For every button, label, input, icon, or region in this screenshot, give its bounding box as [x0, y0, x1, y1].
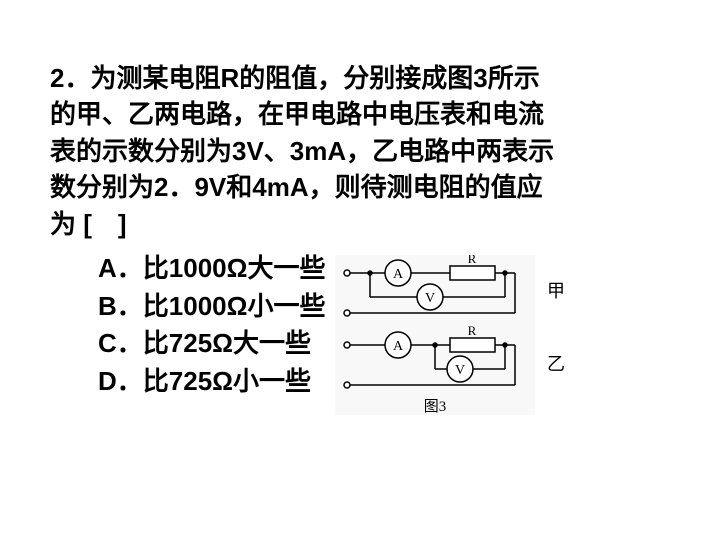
question-text: 2．为测某电阻R的阻值，分别接成图3所示 的甲、乙两电路，在甲电路中电压表和电流…: [50, 60, 680, 242]
options-list: A．比1000Ω大一些 B．比1000Ω小一些 C．比725Ω大一些 D．比72…: [50, 250, 325, 401]
voltmeter-label-jia: V: [425, 291, 435, 306]
label-jia: 甲: [547, 281, 565, 301]
resistor-label-jia: R: [468, 255, 477, 266]
q-line-2: 的甲、乙两电路，在甲电路中电压表和电流: [50, 96, 680, 132]
voltmeter-label-yi: V: [455, 363, 465, 378]
q-line-4: 数分别为2．9V和4mA，则待测电阻的值应: [50, 169, 680, 205]
q-line-3: 表的示数分别为3V、3mA，乙电路中两表示: [50, 133, 680, 169]
q-line-5: 为 [ ]: [50, 206, 680, 242]
circuit-diagram: A V R 甲: [335, 255, 565, 415]
resistor-label-yi: R: [468, 323, 477, 338]
ammeter-label-yi: A: [393, 339, 404, 354]
figure-caption: 图3: [424, 398, 447, 415]
label-yi: 乙: [547, 354, 565, 374]
option-a: A．比1000Ω大一些: [98, 250, 325, 288]
ammeter-label-jia: A: [393, 267, 404, 282]
option-c: C．比725Ω大一些: [98, 325, 325, 363]
option-b: B．比1000Ω小一些: [98, 288, 325, 326]
q-line-1: 2．为测某电阻R的阻值，分别接成图3所示: [50, 60, 680, 96]
option-d: D．比725Ω小一些: [98, 363, 325, 401]
